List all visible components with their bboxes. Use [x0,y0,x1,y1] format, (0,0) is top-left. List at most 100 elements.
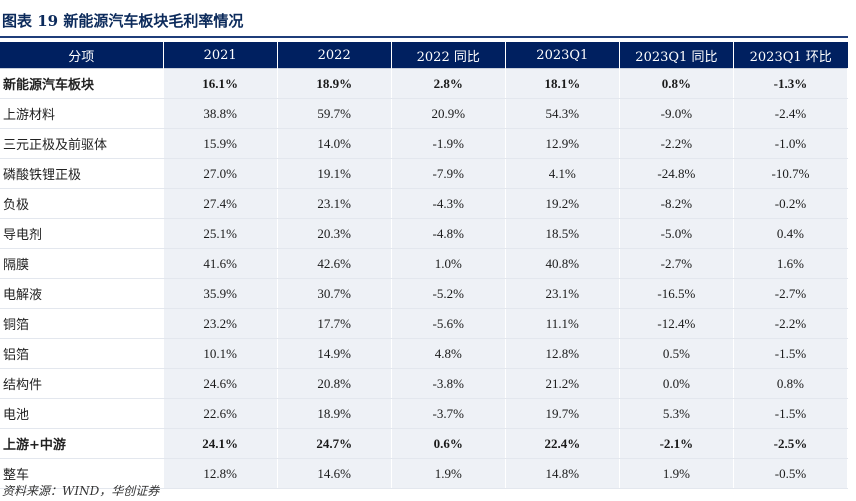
table-cell: -4.3% [391,188,506,219]
table-cell: 24.7% [277,428,392,459]
column-header: 2022 同比 [391,42,506,69]
table-row: 负极 27.4% 23.1% -4.3% 19.2% -8.2% -0.2% [0,188,849,219]
source-note: 资料来源：WIND，华创证券 [2,484,160,498]
table-cell: 14.6% [277,458,392,489]
table-cell: -5.6% [391,308,506,339]
table-cell: -10.7% [733,158,849,189]
row-label: 铝箔 [0,338,164,369]
table-cell: 0.8% [733,368,849,399]
table-cell: -9.0% [619,98,734,129]
row-label: 新能源汽车板块 [0,68,164,99]
table-cell: -8.2% [619,188,734,219]
table-cell: -1.3% [733,68,849,99]
column-header: 分项 [0,42,164,69]
table-cell: 12.8% [163,458,278,489]
row-label: 铜箔 [0,308,164,339]
table-cell: 14.9% [277,338,392,369]
gross-margin-table: 分项 2021 2022 2022 同比 2023Q1 2023Q1 同比 20… [0,42,849,489]
table-cell: -0.2% [733,188,849,219]
table-cell: 11.1% [505,308,620,339]
table-cell: 0.0% [619,368,734,399]
table-row: 铝箔 10.1% 14.9% 4.8% 12.8% 0.5% -1.5% [0,338,849,369]
table-row: 电解液 35.9% 30.7% -5.2% 23.1% -16.5% -2.7% [0,278,849,309]
row-label: 导电剂 [0,218,164,249]
column-header: 2021 [163,42,278,69]
table-cell: -2.2% [733,308,849,339]
table-row: 三元正极及前驱体 15.9% 14.0% -1.9% 12.9% -2.2% -1.0% [0,128,849,159]
table-cell: 0.8% [619,68,734,99]
table-cell: -1.5% [733,338,849,369]
table-cell: 0.6% [391,428,506,459]
table-row: 新能源汽车板块 16.1% 18.9% 2.8% 18.1% 0.8% -1.3% [0,68,849,99]
table-cell: -1.5% [733,398,849,429]
table-row: 隔膜 41.6% 42.6% 1.0% 40.8% -2.7% 1.6% [0,248,849,279]
table-cell: 30.7% [277,278,392,309]
table-cell: 24.1% [163,428,278,459]
table-cell: 19.2% [505,188,620,219]
row-label: 三元正极及前驱体 [0,128,164,159]
table-row: 上游材料 38.8% 59.7% 20.9% 54.3% -9.0% -2.4% [0,98,849,129]
row-label: 磷酸铁锂正极 [0,158,164,189]
title-divider [0,36,848,38]
table-cell: -5.2% [391,278,506,309]
table-cell: -3.7% [391,398,506,429]
table-cell: -2.1% [619,428,734,459]
table-row: 磷酸铁锂正极 27.0% 19.1% -7.9% 4.1% -24.8% -10.7% [0,158,849,189]
table-cell: 24.6% [163,368,278,399]
table-cell: 20.3% [277,218,392,249]
table-cell: 14.0% [277,128,392,159]
table-cell: 38.8% [163,98,278,129]
row-label: 电池 [0,398,164,429]
table-cell: 14.8% [505,458,620,489]
table-cell: 42.6% [277,248,392,279]
column-header: 2023Q1 [505,42,620,69]
table-cell: 25.1% [163,218,278,249]
table-cell: 59.7% [277,98,392,129]
table-cell: -16.5% [619,278,734,309]
column-header: 2023Q1 同比 [619,42,734,69]
column-header: 2022 [277,42,392,69]
table-cell: 18.9% [277,68,392,99]
table-cell: 1.9% [619,458,734,489]
row-label: 隔膜 [0,248,164,279]
table-cell: -2.7% [619,248,734,279]
row-label: 电解液 [0,278,164,309]
table-cell: 2.8% [391,68,506,99]
header-row: 分项 2021 2022 2022 同比 2023Q1 2023Q1 同比 20… [0,42,848,69]
table-cell: 22.4% [505,428,620,459]
table-cell: 23.2% [163,308,278,339]
table-cell: -1.9% [391,128,506,159]
table-cell: 12.8% [505,338,620,369]
table-cell: 23.1% [277,188,392,219]
table-cell: 1.6% [733,248,849,279]
table-cell: 21.2% [505,368,620,399]
table-cell: 27.0% [163,158,278,189]
table-cell: 18.5% [505,218,620,249]
table-cell: 20.9% [391,98,506,129]
table-cell: -24.8% [619,158,734,189]
table-cell: 17.7% [277,308,392,339]
table-cell: -3.8% [391,368,506,399]
table-cell: 0.5% [619,338,734,369]
row-label: 上游+中游 [0,428,164,459]
row-label: 负极 [0,188,164,219]
table-row: 铜箔 23.2% 17.7% -5.6% 11.1% -12.4% -2.2% [0,308,849,339]
table-row: 导电剂 25.1% 20.3% -4.8% 18.5% -5.0% 0.4% [0,218,849,249]
table-cell: -4.8% [391,218,506,249]
table-row: 电池 22.6% 18.9% -3.7% 19.7% 5.3% -1.5% [0,398,849,429]
table-cell: 23.1% [505,278,620,309]
row-label: 结构件 [0,368,164,399]
table-cell: -12.4% [619,308,734,339]
table-cell: 1.0% [391,248,506,279]
table-cell: 4.1% [505,158,620,189]
table-cell: 54.3% [505,98,620,129]
table-cell: -5.0% [619,218,734,249]
table-cell: 18.9% [277,398,392,429]
table-cell: 22.6% [163,398,278,429]
figure-title: 图表 19 新能源汽车板块毛利率情况 [2,12,244,30]
table-cell: 40.8% [505,248,620,279]
row-label: 上游材料 [0,98,164,129]
column-header: 2023Q1 环比 [733,42,848,69]
table-cell: 27.4% [163,188,278,219]
table-cell: 20.8% [277,368,392,399]
